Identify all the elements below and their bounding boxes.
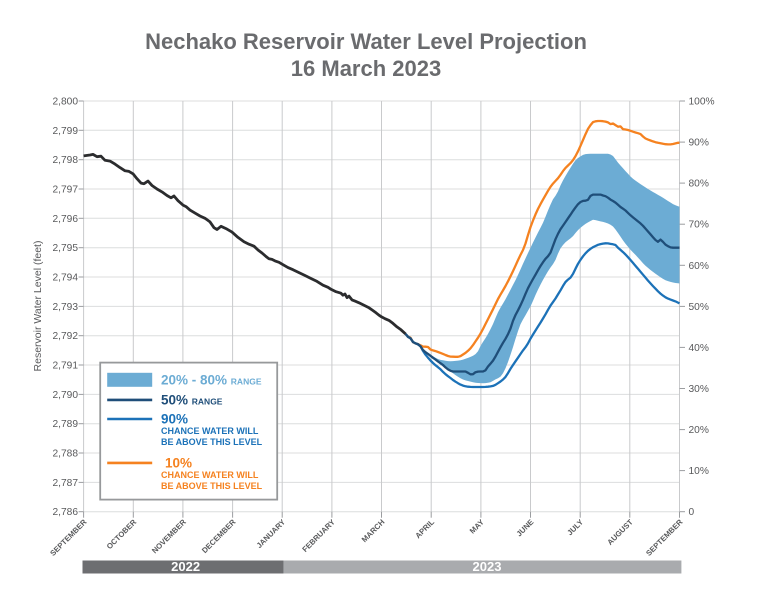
svg-text:2,791: 2,791	[53, 361, 79, 372]
svg-text:2,792: 2,792	[53, 331, 79, 342]
svg-text:10%: 10%	[689, 466, 709, 477]
svg-text:2,793: 2,793	[53, 302, 79, 313]
svg-text:100%: 100%	[689, 97, 715, 108]
svg-text:2,790: 2,790	[53, 390, 79, 401]
svg-text:20% - 80% RANGE: 20% - 80% RANGE	[161, 373, 262, 388]
svg-text:50% RANGE: 50% RANGE	[161, 393, 223, 408]
svg-text:20%: 20%	[689, 425, 709, 436]
svg-text:90%: 90%	[161, 412, 188, 427]
svg-text:40%: 40%	[689, 343, 709, 354]
svg-text:BE ABOVE THIS LEVEL: BE ABOVE THIS LEVEL	[161, 437, 263, 447]
svg-text:CHANCE WATER WILL: CHANCE WATER WILL	[161, 426, 259, 436]
svg-text:16 March 2023: 16 March 2023	[291, 56, 441, 81]
svg-text:2,796: 2,796	[53, 214, 79, 225]
svg-text:2,799: 2,799	[53, 126, 79, 137]
svg-text:80%: 80%	[689, 179, 709, 190]
svg-text:2,800: 2,800	[53, 97, 79, 108]
svg-text:60%: 60%	[689, 261, 709, 272]
svg-text:Nechako Reservoir Water Level: Nechako Reservoir Water Level Projection	[145, 29, 587, 54]
svg-text:90%: 90%	[689, 138, 709, 149]
svg-text:2,795: 2,795	[53, 243, 79, 254]
svg-text:30%: 30%	[689, 384, 709, 395]
svg-text:2,794: 2,794	[53, 273, 79, 284]
svg-text:50%: 50%	[689, 302, 709, 313]
svg-text:2022: 2022	[171, 559, 200, 574]
svg-text:2023: 2023	[473, 559, 502, 574]
svg-text:2,797: 2,797	[53, 185, 79, 196]
svg-text:70%: 70%	[689, 220, 709, 231]
svg-text:2,787: 2,787	[53, 478, 79, 489]
svg-text:2,788: 2,788	[53, 449, 79, 460]
svg-text:Reservoir Water Level (feet): Reservoir Water Level (feet)	[32, 241, 44, 372]
svg-text:BE ABOVE THIS LEVEL: BE ABOVE THIS LEVEL	[161, 481, 263, 491]
svg-text:10%: 10%	[165, 456, 192, 471]
svg-text:0: 0	[689, 507, 695, 518]
svg-text:2,789: 2,789	[53, 419, 79, 430]
svg-text:2,798: 2,798	[53, 155, 79, 166]
svg-text:CHANCE WATER WILL: CHANCE WATER WILL	[161, 470, 259, 480]
svg-text:2,786: 2,786	[53, 507, 79, 518]
